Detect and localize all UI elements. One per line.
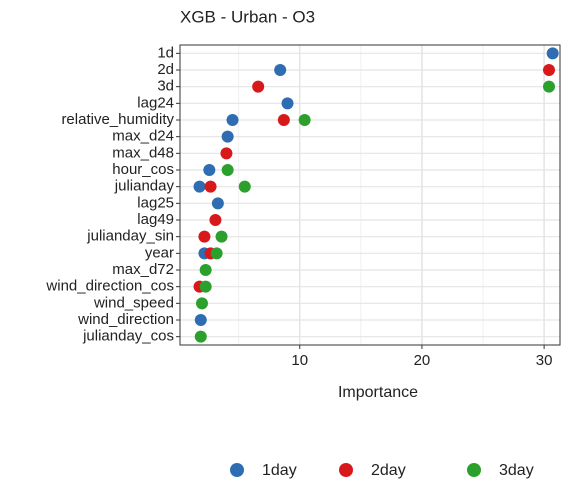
y-tick-label: relative_humidity <box>61 111 174 128</box>
y-tick-label: julianday <box>114 178 175 195</box>
dot <box>209 214 222 226</box>
dot <box>210 247 223 260</box>
dot <box>252 80 265 93</box>
y-tick-label: 3d <box>157 78 174 95</box>
dot <box>215 230 228 243</box>
y-tick-label: wind_direction <box>77 311 174 328</box>
dot <box>281 97 294 110</box>
y-tick-label: lag49 <box>137 211 174 228</box>
y-tick-label: hour_cos <box>112 161 174 178</box>
y-tick-label: lag25 <box>137 194 174 211</box>
dot <box>298 114 311 126</box>
dot <box>221 130 234 143</box>
x-tick-label: 20 <box>414 352 431 369</box>
dot <box>546 47 559 60</box>
legend-label: 2day <box>371 462 406 479</box>
y-tick-label: 2d <box>157 61 174 78</box>
x-tick-label: 30 <box>536 352 553 369</box>
legend-marker <box>467 463 481 477</box>
dot <box>220 147 233 160</box>
legend-label: 1day <box>262 462 297 479</box>
x-tick-label: 10 <box>291 352 308 369</box>
dot <box>199 280 212 293</box>
dot <box>221 164 234 176</box>
dot <box>194 314 207 326</box>
y-tick-label: 1d <box>157 44 174 61</box>
dot <box>194 330 207 343</box>
dot <box>543 80 556 93</box>
dot <box>543 64 556 76</box>
dot <box>277 114 290 126</box>
dot <box>226 114 239 126</box>
dot <box>204 180 217 193</box>
y-tick-label: wind_speed <box>93 294 174 311</box>
y-tick-label: julianday_sin <box>86 228 174 245</box>
dot <box>195 297 208 310</box>
dot <box>203 164 216 176</box>
dot <box>211 197 224 210</box>
y-tick-label: max_d48 <box>112 144 174 161</box>
dot <box>274 64 287 76</box>
y-tick-label: lag24 <box>137 94 174 111</box>
legend-label: 3day <box>499 462 534 479</box>
dot <box>198 230 211 243</box>
dot <box>199 264 212 276</box>
legend-marker <box>230 463 244 477</box>
dot <box>238 180 251 193</box>
y-tick-label: wind_direction_cos <box>45 278 174 295</box>
legend-marker <box>339 463 353 477</box>
y-tick-label: julianday_cos <box>82 328 174 345</box>
y-tick-label: year <box>145 244 174 261</box>
dot <box>193 180 206 193</box>
x-axis-label: Importance <box>338 384 418 401</box>
y-tick-label: max_d72 <box>112 261 174 278</box>
y-tick-label: max_d24 <box>112 128 174 145</box>
panel-border <box>179 44 561 346</box>
chart-title: XGB - Urban - O3 <box>180 7 315 26</box>
